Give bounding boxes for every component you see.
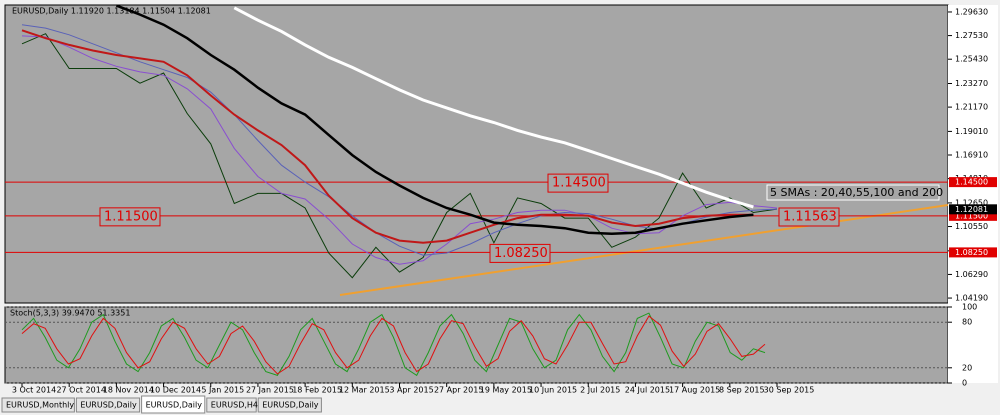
y-tick-label: 1.10550 <box>955 222 988 231</box>
annotation: 5 SMAs : 20,40,55,100 and 200 <box>770 186 943 199</box>
level-label-box <box>99 207 161 227</box>
tab[interactable] <box>75 397 141 413</box>
y-tick-label: 80 <box>962 318 972 327</box>
series-line <box>115 4 754 236</box>
x-tick-label: 27 Apr 2015 <box>434 386 483 395</box>
tab[interactable] <box>206 397 257 413</box>
x-tick-label: 24 Jul 2015 <box>625 386 670 395</box>
x-tick-label: 27 Oct 2014 <box>56 386 105 395</box>
y-tick-label: 1.12650 <box>955 198 988 207</box>
level-label-box <box>547 173 609 193</box>
y-tick-label: 1.23270 <box>955 79 988 88</box>
level-label: 1.14500 <box>552 176 606 191</box>
tab-label[interactable]: EURUSD,Daily <box>146 401 203 410</box>
tab[interactable] <box>1 397 75 413</box>
y-tick-label: 1.21170 <box>955 103 988 112</box>
series-line <box>233 6 754 209</box>
chart-title: EURUSD,Daily 1.11920 1.13184 1.11504 1.1… <box>12 7 211 16</box>
x-tick-label: 5 Jan 2015 <box>201 386 244 395</box>
x-tick-label: 3 Apr 2015 <box>389 386 433 395</box>
y-tick-label: 1.27530 <box>955 31 988 40</box>
x-tick-label: 18 Nov 2014 <box>103 386 154 395</box>
y-tick-label: 1.25430 <box>955 55 988 64</box>
stoch-plot <box>4 306 949 384</box>
last-price-text: 1.12081 <box>955 205 988 214</box>
series-line <box>21 35 778 265</box>
axis-level-tag <box>949 210 997 221</box>
x-tick-label: 2 Jul 2015 <box>580 386 620 395</box>
annotation: 1.11563 <box>783 210 837 225</box>
series-line <box>21 312 766 377</box>
tab[interactable] <box>257 397 322 413</box>
axis-level-tag <box>949 247 997 258</box>
tab-label[interactable]: EURUSD,Monthly <box>6 401 74 410</box>
annotation-box <box>778 207 840 227</box>
last-price-tag <box>949 204 997 215</box>
axis-level-tag <box>949 177 997 188</box>
tab-label[interactable]: EURUSD,Daily <box>80 401 137 410</box>
x-tick-label: 10 Dec 2014 <box>150 386 201 395</box>
tab-label[interactable]: EURUSD,H4 <box>211 401 258 410</box>
y-tick-label: 20 <box>962 363 972 372</box>
series-line <box>21 24 778 256</box>
stoch-title: Stoch(5,3,3) 39.9470 51.3351 <box>10 309 130 318</box>
series-line <box>21 315 766 375</box>
tab-label[interactable]: EURUSD,Daily <box>262 401 319 410</box>
level-label: 1.08250 <box>494 246 548 261</box>
y-tick-label: 1.29630 <box>955 7 988 16</box>
x-tick-label: 18 Feb 2015 <box>292 386 342 395</box>
x-tick-label: 3 Oct 2014 <box>12 386 56 395</box>
axis-level-text: 1.11500 <box>955 211 988 220</box>
x-tick-label: 30 Sep 2015 <box>764 386 815 395</box>
level-label: 1.11500 <box>104 209 158 224</box>
x-tick-label: 19 May 2015 <box>480 386 532 395</box>
axis-level-text: 1.14500 <box>955 178 988 187</box>
x-tick-label: 12 Mar 2015 <box>339 386 390 395</box>
x-tick-label: 10 Jun 2015 <box>529 386 577 395</box>
y-tick-label: 1.06290 <box>955 270 988 279</box>
level-label-box <box>489 243 551 263</box>
y-tick-label: 100 <box>962 303 977 312</box>
y-tick-label: 0 <box>962 379 967 388</box>
y-tick-label: 1.16910 <box>955 151 988 160</box>
x-tick-label: 17 Aug 2015 <box>669 386 720 395</box>
main-plot <box>4 4 949 304</box>
y-tick-label: 1.19010 <box>955 127 988 136</box>
price-axis <box>948 5 998 383</box>
x-tick-label: 27 Jan 2015 <box>246 386 294 395</box>
x-tick-label: 8 Sep 2015 <box>719 386 765 395</box>
annotation-box <box>766 184 940 201</box>
series-line <box>21 29 754 244</box>
axis-level-text: 1.08250 <box>955 248 988 257</box>
trend-line <box>339 204 949 296</box>
y-tick-label: 1.04190 <box>955 294 988 303</box>
tab[interactable] <box>141 395 206 414</box>
